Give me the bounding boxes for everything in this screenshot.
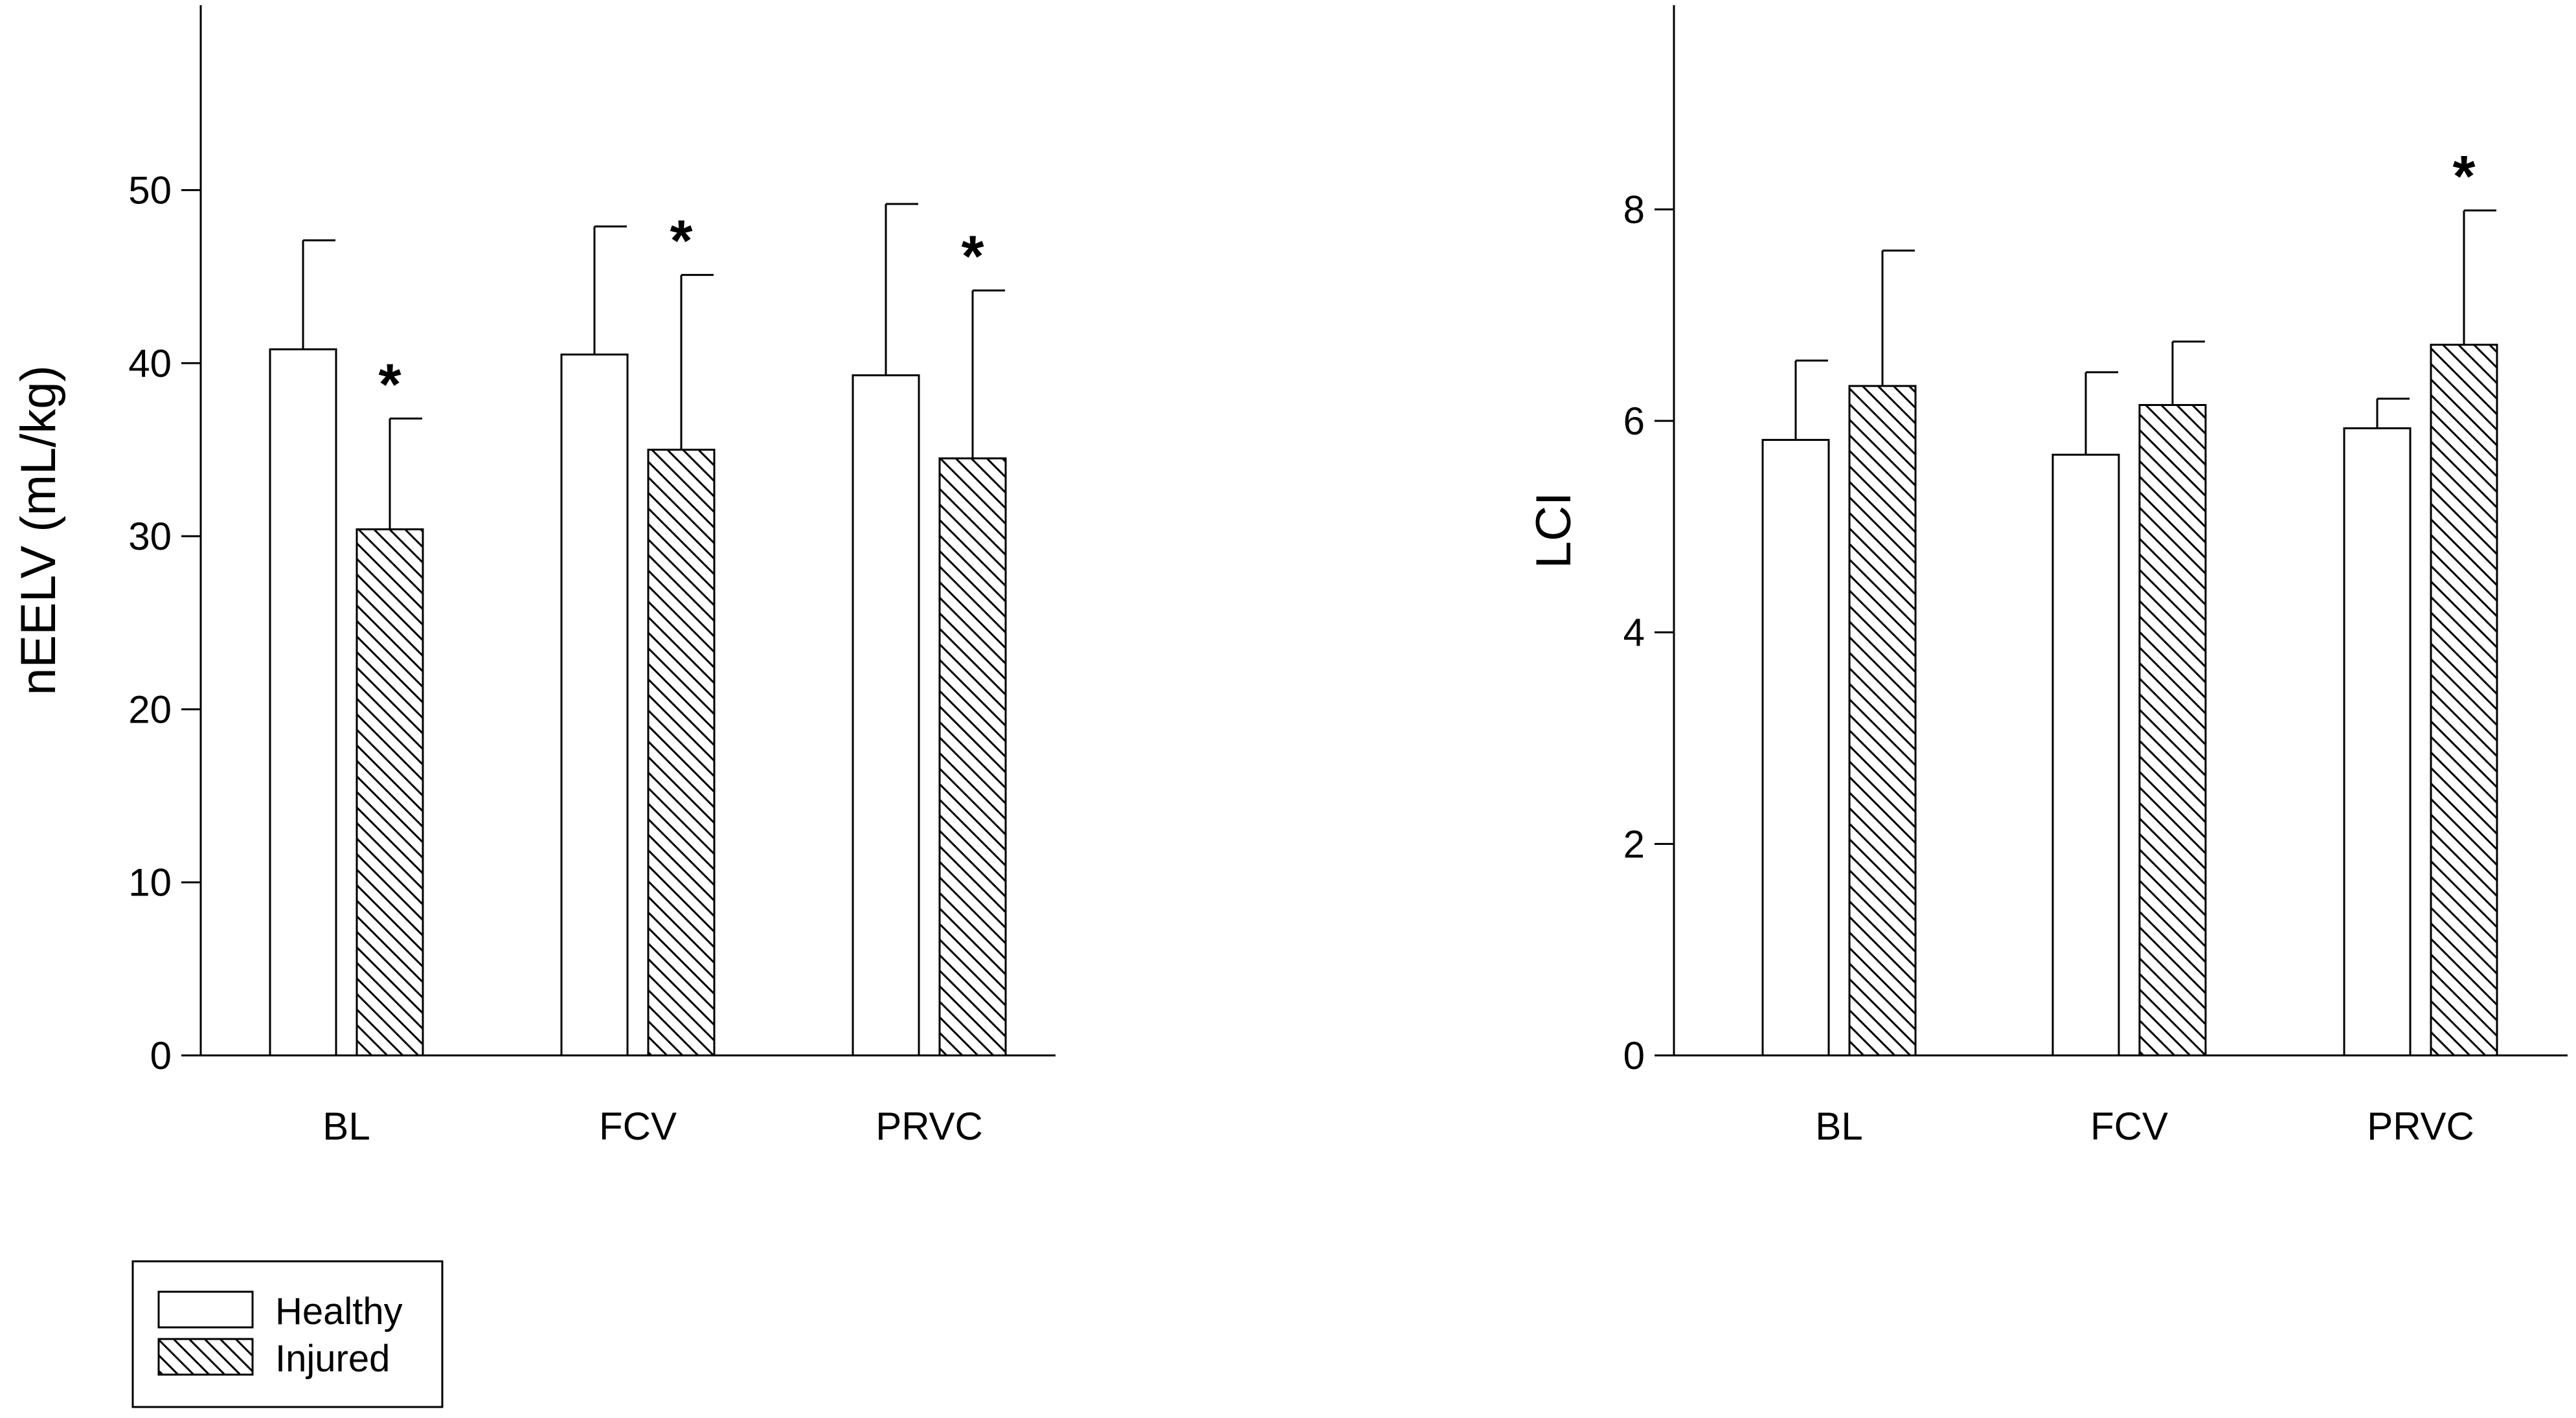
y-tick-label: 6 [1623, 400, 1645, 443]
y-tick-label: 40 [128, 342, 172, 385]
y-tick-label: 0 [1623, 1034, 1645, 1077]
y-tick-label: 20 [128, 688, 172, 731]
x-tick-label: FCV [599, 1105, 677, 1148]
significance-star: * [2452, 144, 2475, 209]
bar-injured-fcv [2138, 404, 2207, 1057]
x-tick-label: FCV [2090, 1105, 2168, 1148]
significance-star: * [670, 209, 692, 274]
bar-healthy-prvc [852, 374, 920, 1057]
y-tick-label: 30 [128, 515, 172, 558]
chart-nEELV: 0 10 20 30 40 50 nEELV (mL/kg) * BL * FCV * PRVC [11, 5, 1056, 1148]
y-tick-label: 10 [128, 861, 172, 905]
bar-injured-fcv [647, 449, 716, 1057]
legend-box [131, 1260, 444, 1408]
legend-label-injured: Injured [275, 1338, 390, 1380]
bar-injured-bl [356, 528, 424, 1057]
legend-swatch-healthy [157, 1290, 254, 1329]
bar-healthy-fcv [2051, 453, 2120, 1057]
legend: Healthy Injured [131, 1260, 444, 1408]
x-tick-label: BL [322, 1105, 370, 1148]
bar-healthy-bl [1761, 438, 1830, 1057]
legend-label-healthy: Healthy [275, 1290, 403, 1333]
y-tick-label: 4 [1623, 611, 1645, 655]
y-axis-title: LCI [1526, 492, 1581, 568]
y-tick-label: 50 [128, 169, 172, 212]
significance-star: * [961, 225, 984, 289]
x-tick-label: PRVC [876, 1105, 983, 1148]
chart-LCI: 0 2 4 6 8 LCI BL FCV * PRVC [1526, 5, 2568, 1148]
bar-injured-prvc [938, 457, 1007, 1057]
x-tick-label: BL [1815, 1105, 1862, 1148]
bar-injured-prvc [2430, 343, 2498, 1057]
y-axis-title: nEELV (mL/kg) [11, 365, 66, 695]
y-tick-label: 0 [150, 1034, 172, 1077]
bar-healthy-bl [269, 348, 337, 1057]
bar-healthy-fcv [560, 354, 629, 1057]
bar-injured-bl [1848, 385, 1917, 1057]
y-tick-label: 8 [1623, 188, 1645, 231]
x-tick-label: PRVC [2367, 1105, 2474, 1148]
legend-swatch-injured [157, 1338, 254, 1376]
significance-star: * [378, 352, 401, 417]
y-tick-label: 2 [1623, 822, 1645, 866]
bar-healthy-prvc [2343, 427, 2412, 1057]
